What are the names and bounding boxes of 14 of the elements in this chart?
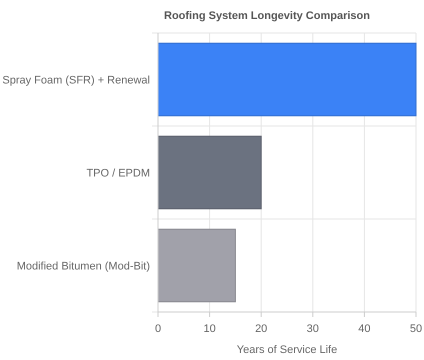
y-tick-label: Spray Foam (SFR) + Renewal [2, 74, 150, 86]
bar [158, 228, 236, 302]
x-tick-label: 50 [410, 323, 422, 335]
y-tick-label: TPO / EPDM [86, 167, 150, 180]
y-tick-label: Modified Bitumen (Mod-Bit) [16, 260, 150, 272]
bar [158, 136, 262, 210]
x-tick-label: 10 [203, 323, 216, 335]
x-tick-label: 30 [306, 323, 319, 335]
bar [158, 42, 416, 116]
x-tick-label: 40 [358, 323, 371, 335]
x-tick-label: 0 [154, 323, 162, 335]
x-tick-label: 20 [255, 323, 268, 335]
chart-title: Roofing System Longevity Comparison [164, 10, 370, 22]
x-axis-title: Years of Service Life [236, 344, 338, 356]
